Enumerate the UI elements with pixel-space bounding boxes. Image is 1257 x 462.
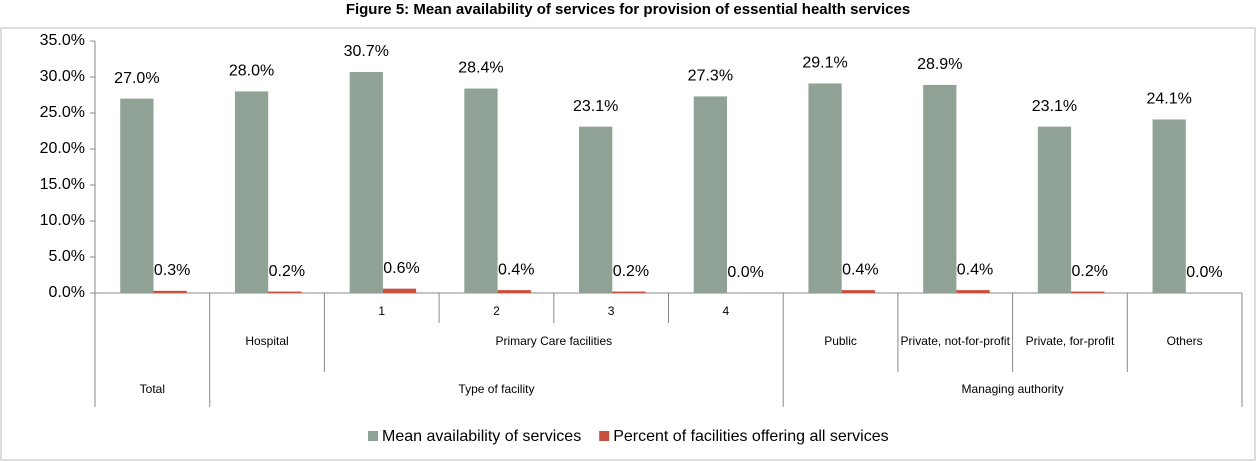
chart-title: Figure 5: Mean availability of services … bbox=[346, 1, 910, 18]
legend-label: Mean availability of services bbox=[382, 428, 581, 445]
supergroup-label: Type of facility bbox=[458, 382, 535, 396]
category-label: Private, not-for-profit bbox=[900, 334, 1010, 348]
value-label: 28.0% bbox=[229, 63, 274, 80]
bar bbox=[349, 71, 383, 294]
bar bbox=[234, 91, 269, 294]
y-tick-label: 0.0% bbox=[49, 284, 85, 301]
bar bbox=[841, 290, 875, 293]
y-tick-label: 20.0% bbox=[40, 140, 85, 157]
bar bbox=[120, 98, 154, 293]
legend-label: Percent of facilities offering all servi… bbox=[613, 428, 888, 445]
value-label: 0.0% bbox=[727, 264, 763, 281]
y-tick-label: 10.0% bbox=[40, 212, 85, 229]
bar bbox=[268, 291, 302, 293]
category-label: 4 bbox=[722, 304, 730, 318]
group-label: Primary Care facilities bbox=[495, 334, 613, 348]
value-label: 23.1% bbox=[573, 98, 618, 115]
value-label: 0.2% bbox=[1071, 263, 1107, 280]
bar bbox=[153, 290, 187, 293]
value-label: 28.9% bbox=[917, 56, 962, 73]
chart-border bbox=[0, 27, 1256, 461]
value-label: 0.4% bbox=[498, 261, 534, 278]
category-label: Private, for-profit bbox=[1025, 334, 1115, 348]
value-label: 0.0% bbox=[1186, 264, 1222, 281]
category-label: 3 bbox=[607, 304, 615, 318]
value-label: 0.4% bbox=[842, 261, 878, 278]
legend-swatch bbox=[368, 431, 378, 441]
bar bbox=[382, 288, 417, 293]
value-label: 0.6% bbox=[383, 260, 419, 277]
category-label: Public bbox=[824, 334, 857, 348]
value-label: 0.2% bbox=[613, 263, 649, 280]
value-label: 0.2% bbox=[269, 263, 305, 280]
value-label: 27.3% bbox=[688, 68, 733, 85]
bar bbox=[612, 291, 646, 293]
category-label: Total bbox=[139, 382, 166, 396]
y-tick-label: 25.0% bbox=[40, 104, 85, 121]
bar bbox=[1152, 119, 1186, 293]
value-label: 30.7% bbox=[344, 43, 389, 60]
value-label: 24.1% bbox=[1146, 91, 1191, 108]
y-tick-label: 30.0% bbox=[40, 68, 85, 85]
y-tick-label: 15.0% bbox=[40, 176, 85, 193]
bar bbox=[956, 290, 990, 293]
supergroup-label: Managing authority bbox=[961, 382, 1064, 396]
y-tick-label: 35.0% bbox=[40, 32, 85, 49]
bar bbox=[808, 83, 842, 293]
y-tick-label: 5.0% bbox=[49, 248, 85, 265]
bar bbox=[1037, 126, 1072, 294]
value-label: 0.3% bbox=[154, 262, 190, 279]
category-label: Hospital bbox=[245, 334, 289, 348]
bar bbox=[923, 84, 957, 293]
bar bbox=[579, 126, 613, 294]
category-label: Others bbox=[1166, 334, 1203, 348]
category-label: 2 bbox=[493, 304, 500, 318]
value-label: 0.4% bbox=[957, 261, 993, 278]
value-label: 28.4% bbox=[458, 60, 503, 77]
value-label: 23.1% bbox=[1032, 98, 1077, 115]
bar bbox=[464, 88, 498, 294]
bar bbox=[693, 96, 727, 293]
bar bbox=[1071, 291, 1105, 293]
value-label: 27.0% bbox=[114, 70, 159, 87]
legend-swatch bbox=[599, 431, 610, 441]
bar bbox=[497, 290, 531, 293]
value-label: 29.1% bbox=[802, 55, 847, 72]
category-label: 1 bbox=[378, 304, 386, 318]
